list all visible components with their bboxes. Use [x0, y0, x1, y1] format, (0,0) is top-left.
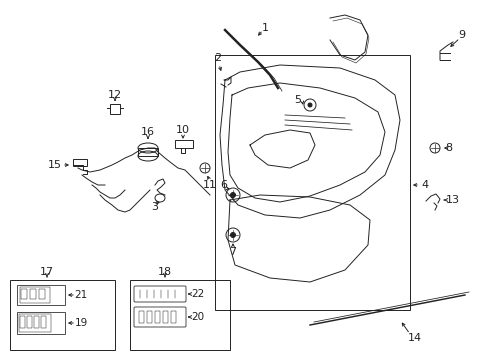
Bar	[17, 285, 65, 305]
Text: 20: 20	[192, 312, 204, 322]
Text: 7: 7	[229, 247, 237, 257]
Text: 8: 8	[445, 143, 453, 153]
Text: 6: 6	[220, 180, 227, 190]
Text: 4: 4	[421, 180, 429, 190]
Text: 17: 17	[40, 267, 54, 277]
Text: 15: 15	[48, 160, 62, 170]
Bar	[215, 55, 410, 310]
Text: 19: 19	[74, 318, 88, 328]
Bar	[20, 316, 25, 328]
Bar	[155, 311, 160, 323]
Text: 12: 12	[108, 90, 122, 100]
Bar	[21, 289, 27, 299]
Bar	[27, 316, 32, 328]
Bar	[110, 104, 120, 114]
Bar	[19, 314, 51, 332]
Bar	[41, 316, 46, 328]
Text: 9: 9	[459, 30, 466, 40]
Bar	[163, 311, 168, 323]
Text: 3: 3	[151, 202, 158, 212]
Text: 22: 22	[192, 289, 205, 299]
Bar	[138, 148, 158, 156]
Text: 11: 11	[203, 180, 217, 190]
Bar	[130, 280, 230, 350]
Text: 13: 13	[446, 195, 460, 205]
Bar	[20, 287, 50, 303]
Circle shape	[230, 233, 236, 238]
Text: 10: 10	[176, 125, 190, 135]
Bar	[17, 312, 65, 334]
Text: 16: 16	[141, 127, 155, 137]
Bar	[73, 159, 87, 166]
Circle shape	[230, 193, 236, 198]
Text: 5: 5	[294, 95, 301, 105]
Bar	[139, 311, 144, 323]
Bar	[147, 311, 152, 323]
Bar	[34, 316, 39, 328]
Text: 18: 18	[158, 267, 172, 277]
Text: 2: 2	[215, 53, 221, 63]
Bar	[175, 140, 193, 148]
Text: 21: 21	[74, 290, 88, 300]
Bar	[30, 289, 36, 299]
Bar	[39, 289, 45, 299]
Bar	[10, 280, 115, 350]
Text: 1: 1	[262, 23, 269, 33]
Circle shape	[308, 103, 312, 107]
Bar	[171, 311, 176, 323]
Text: 14: 14	[408, 333, 422, 343]
